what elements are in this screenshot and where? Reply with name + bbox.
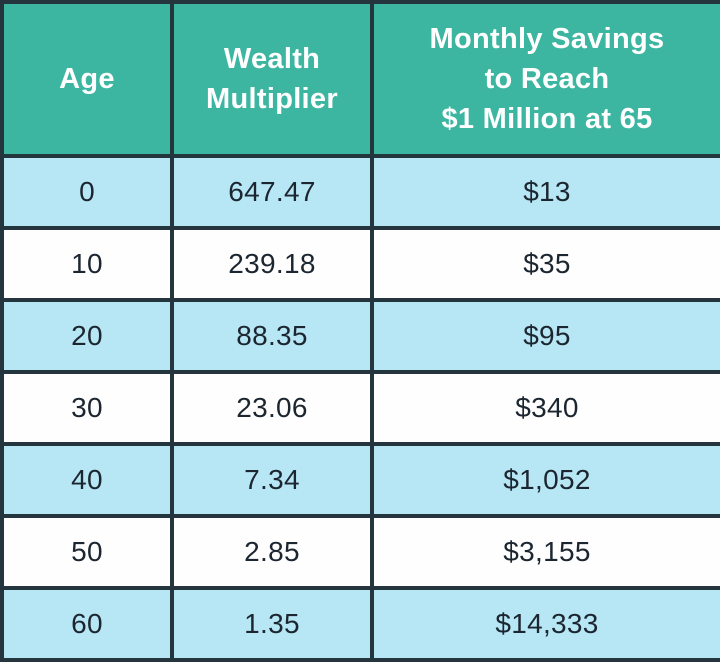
table-row: 40 7.34 $1,052	[0, 442, 720, 518]
cell-age: 20	[0, 298, 174, 374]
cell-savings: $340	[370, 370, 720, 446]
cell-age: 10	[0, 226, 174, 302]
cell-multiplier: 7.34	[170, 442, 374, 518]
cell-savings: $95	[370, 298, 720, 374]
table-row: 0 647.47 $13	[0, 154, 720, 230]
cell-multiplier: 2.85	[170, 514, 374, 590]
header-savings-line-1: Monthly Savings	[429, 22, 665, 55]
header-multiplier-line-2: Multiplier	[206, 83, 338, 115]
header-age-line: Age	[59, 62, 115, 95]
header-savings-line-2: to Reach	[484, 62, 610, 95]
cell-multiplier: 647.47	[170, 154, 374, 230]
table-row: 60 1.35 $14,333	[0, 586, 720, 662]
cell-age: 60	[0, 586, 174, 662]
cell-multiplier: 88.35	[170, 298, 374, 374]
cell-savings: $3,155	[370, 514, 720, 590]
cell-savings: $1,052	[370, 442, 720, 518]
header-cell-savings: Monthly Savings to Reach $1 Million at 6…	[370, 0, 720, 158]
table-row: 20 88.35 $95	[0, 298, 720, 374]
header-row: Age Wealth Multiplier Monthly Savings to…	[0, 0, 720, 158]
table-row: 10 239.18 $35	[0, 226, 720, 302]
header-multiplier-line-1: Wealth	[223, 42, 321, 75]
cell-savings: $35	[370, 226, 720, 302]
header-cell-age: Age	[0, 0, 174, 158]
cell-multiplier: 23.06	[170, 370, 374, 446]
cell-age: 0	[0, 154, 174, 230]
cell-age: 30	[0, 370, 174, 446]
table-row: 30 23.06 $340	[0, 370, 720, 446]
table-row: 50 2.85 $3,155	[0, 514, 720, 590]
cell-savings: $14,333	[370, 586, 720, 662]
cell-age: 50	[0, 514, 174, 590]
header-savings-line-3: $1 Million at 65	[441, 103, 653, 135]
cell-savings: $13	[370, 154, 720, 230]
cell-multiplier: 1.35	[170, 586, 374, 662]
header-cell-multiplier: Wealth Multiplier	[170, 0, 374, 158]
cell-multiplier: 239.18	[170, 226, 374, 302]
cell-age: 40	[0, 442, 174, 518]
